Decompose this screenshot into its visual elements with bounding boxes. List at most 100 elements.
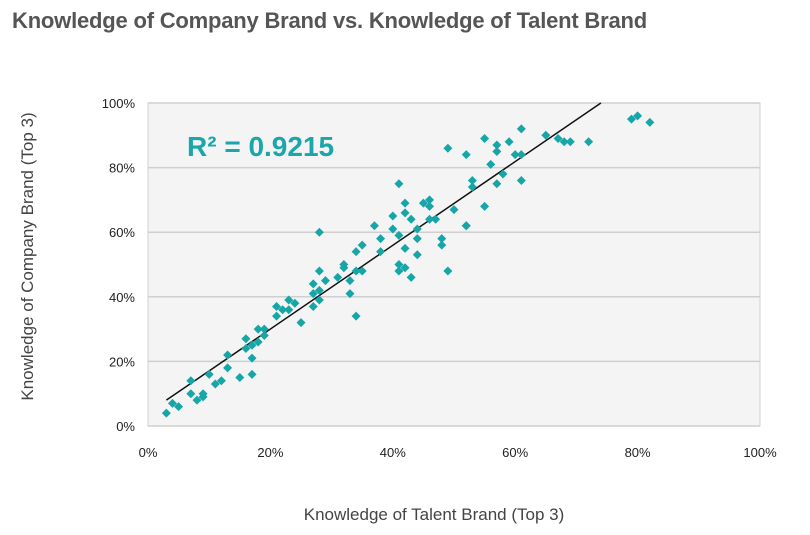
data-point — [425, 195, 435, 205]
data-point — [400, 263, 410, 273]
data-point — [290, 298, 300, 308]
data-point — [186, 389, 196, 399]
data-point — [247, 340, 257, 350]
x-tick-label: 40% — [380, 445, 406, 460]
data-point — [400, 208, 410, 218]
y-tick-label: 100% — [102, 96, 136, 111]
data-point — [284, 305, 294, 315]
data-point — [406, 272, 416, 282]
y-tick-label: 0% — [116, 419, 135, 434]
data-point — [174, 402, 184, 412]
data-point — [314, 295, 324, 305]
data-point — [308, 301, 318, 311]
data-point — [559, 137, 569, 147]
data-point — [198, 392, 208, 402]
data-point — [461, 221, 471, 231]
data-point — [394, 230, 404, 240]
data-point — [516, 124, 526, 134]
data-point — [192, 395, 202, 405]
data-point — [418, 198, 428, 208]
data-point — [186, 376, 196, 386]
r-squared-label: R² = 0.9215 — [187, 131, 334, 162]
data-point — [357, 266, 367, 276]
data-point — [161, 408, 171, 418]
data-point — [388, 224, 398, 234]
data-point — [425, 201, 435, 211]
x-tick-label: 60% — [502, 445, 528, 460]
data-point — [400, 243, 410, 253]
x-tick-label: 20% — [257, 445, 283, 460]
data-point — [406, 214, 416, 224]
data-point — [296, 318, 306, 328]
data-point — [645, 117, 655, 127]
data-point — [241, 334, 251, 344]
data-point — [467, 176, 477, 186]
data-point — [626, 114, 636, 124]
data-point — [369, 221, 379, 231]
data-point — [443, 266, 453, 276]
data-point — [412, 224, 422, 234]
y-tick-label: 20% — [109, 354, 135, 369]
data-point — [412, 250, 422, 260]
data-point — [480, 201, 490, 211]
data-point — [492, 146, 502, 156]
data-point — [492, 140, 502, 150]
data-point — [259, 331, 269, 341]
x-tick-label: 80% — [625, 445, 651, 460]
data-point — [247, 353, 257, 363]
data-point — [314, 285, 324, 295]
data-point — [461, 150, 471, 160]
data-point — [216, 376, 226, 386]
y-axis-title: Knowledge of Company Brand (Top 3) — [18, 112, 37, 400]
data-point — [633, 111, 643, 121]
data-point — [272, 311, 282, 321]
data-point — [412, 234, 422, 244]
data-point — [376, 247, 386, 257]
data-point — [253, 337, 263, 347]
data-point — [400, 198, 410, 208]
data-point — [272, 301, 282, 311]
data-point — [204, 369, 214, 379]
data-point — [541, 130, 551, 140]
data-point — [259, 324, 269, 334]
y-tick-label: 60% — [109, 225, 135, 240]
data-point — [431, 214, 441, 224]
data-point — [565, 137, 575, 147]
x-tick-label: 0% — [139, 445, 158, 460]
data-point — [510, 150, 520, 160]
data-point — [223, 363, 233, 373]
data-point — [449, 205, 459, 215]
data-point — [437, 234, 447, 244]
y-tick-label: 40% — [109, 290, 135, 305]
data-point — [425, 214, 435, 224]
data-point — [480, 134, 490, 144]
data-point — [339, 260, 349, 269]
data-point — [553, 134, 563, 144]
data-point — [308, 289, 318, 299]
data-point — [486, 159, 496, 169]
x-axis-title: Knowledge of Talent Brand (Top 3) — [304, 505, 565, 524]
data-point — [516, 150, 526, 160]
data-point — [498, 169, 508, 179]
data-point — [467, 182, 477, 192]
data-point — [314, 266, 324, 276]
data-point — [584, 137, 594, 147]
data-point — [492, 179, 502, 189]
data-point — [284, 295, 294, 305]
data-point — [314, 227, 324, 237]
data-point — [437, 240, 447, 250]
data-point — [351, 247, 361, 257]
data-point — [333, 272, 343, 282]
data-point — [351, 311, 361, 321]
data-point — [235, 373, 245, 383]
chart-title: Knowledge of Company Brand vs. Knowledge… — [12, 8, 647, 33]
data-point — [253, 324, 263, 334]
data-point — [394, 260, 404, 269]
data-point — [308, 279, 318, 289]
data-point — [351, 266, 361, 276]
data-point — [345, 289, 355, 299]
data-point — [241, 343, 251, 353]
data-point — [504, 137, 514, 147]
data-point — [167, 398, 177, 408]
